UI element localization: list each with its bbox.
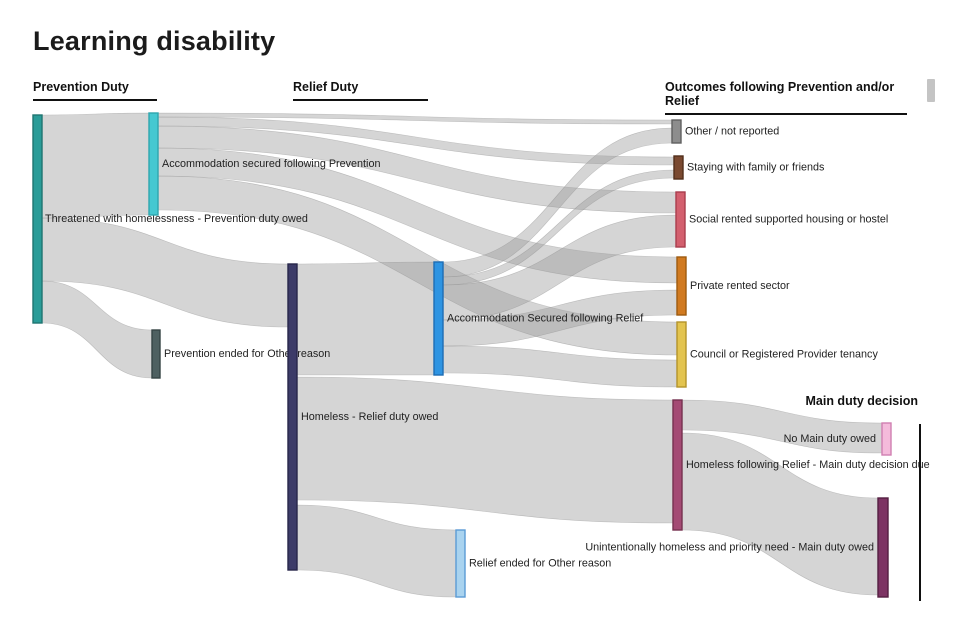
node-label-other-not-reported: Other / not reported (685, 126, 779, 138)
column-header-outcomes: Outcomes following Prevention and/or Rel… (665, 80, 907, 115)
flow-homeless-following-relief-to-unintentionally-homeless[interactable] (681, 432, 879, 596)
node-council-tenancy[interactable] (676, 321, 687, 388)
node-homeless-following-relief[interactable] (672, 399, 683, 531)
node-accom-secured-relief[interactable] (433, 261, 444, 376)
node-homeless-relief[interactable] (287, 263, 298, 571)
node-label-family-friends: Staying with family or friends (687, 162, 825, 174)
node-label-homeless-following-relief: Homeless following Relief - Main duty de… (686, 459, 930, 471)
page-title: Learning disability (33, 26, 276, 56)
node-label-social-rented: Social rented supported housing or hoste… (689, 214, 888, 226)
node-label-prevention-ended-other: Prevention ended for Other reason (164, 348, 330, 360)
node-relief-ended-other[interactable] (455, 529, 466, 598)
node-label-private-rented: Private rented sector (690, 280, 790, 292)
node-accom-secured-prevention[interactable] (148, 112, 159, 216)
node-other-not-reported[interactable] (671, 119, 682, 144)
node-label-relief-ended-other: Relief ended for Other reason (469, 558, 611, 570)
node-family-friends[interactable] (673, 155, 684, 180)
node-label-threatened-prevention: Threatened with homelessness - Preventio… (45, 213, 308, 225)
node-label-accom-secured-prevention: Accommodation secured following Preventi… (162, 158, 380, 170)
column-header-prevention-duty: Prevention Duty (33, 80, 157, 101)
main-duty-axis-line (919, 424, 921, 601)
flow-threatened-prevention-to-prevention-ended-other[interactable] (41, 280, 153, 379)
node-label-accom-secured-relief: Accommodation Secured following Relief (447, 313, 644, 325)
column-header-main-duty-decision: Main duty decision (805, 394, 918, 408)
node-label-homeless-relief: Homeless - Relief duty owed (301, 411, 438, 423)
flow-threatened-prevention-to-accom-secured-prevention[interactable] (41, 112, 150, 219)
flow-homeless-relief-to-relief-ended-other[interactable] (296, 504, 457, 598)
node-threatened-prevention[interactable] (32, 114, 43, 324)
node-label-council-tenancy: Council or Registered Provider tenancy (690, 349, 878, 361)
node-no-main-duty[interactable] (881, 422, 892, 456)
flow-homeless-relief-to-homeless-following-relief[interactable] (296, 376, 674, 524)
scrollbar-thumb[interactable] (927, 79, 935, 102)
node-social-rented[interactable] (675, 191, 686, 248)
node-label-unintentionally-homeless: Unintentionally homeless and priority ne… (585, 542, 874, 554)
node-label-no-main-duty: No Main duty owed (784, 433, 876, 445)
node-private-rented[interactable] (676, 256, 687, 316)
node-unintentionally-homeless[interactable] (877, 497, 889, 598)
column-header-relief-duty: Relief Duty (293, 80, 428, 101)
node-prevention-ended-other[interactable] (151, 329, 161, 379)
